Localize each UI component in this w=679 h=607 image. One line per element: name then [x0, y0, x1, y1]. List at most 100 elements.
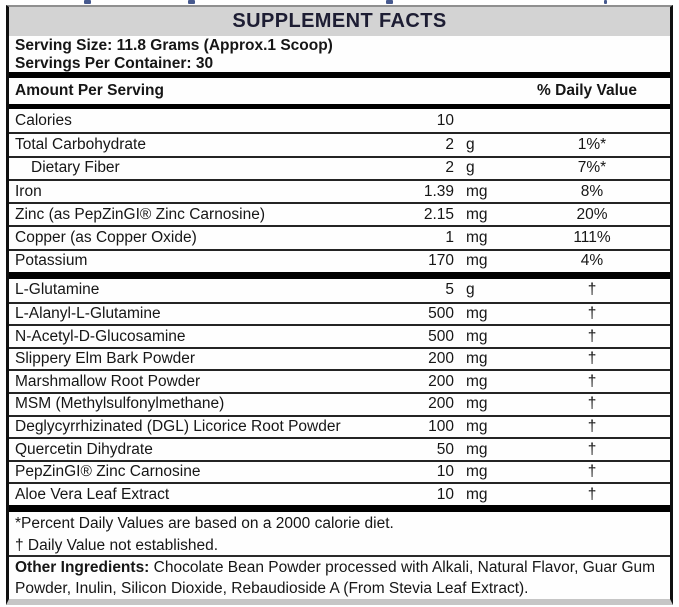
section-divider-bar — [9, 505, 670, 513]
table-row: Iron 1.39 mg 8% — [9, 178, 670, 202]
ingredient-unit: mg — [466, 417, 488, 435]
ingredient-amount: 2 — [445, 135, 454, 153]
table-row: Total Carbohydrate 2 g 1%* — [9, 132, 670, 155]
ingredient-unit: mg — [466, 485, 488, 503]
ingredient-amount: 5 — [445, 281, 454, 299]
cropped-text-fragment — [604, 0, 607, 4]
section-divider-bar — [9, 272, 670, 280]
table-row: MSM (Methylsulfonylmethane) 200 mg † — [9, 392, 670, 415]
cropped-text-fragment — [188, 0, 195, 4]
ingredient-unit: mg — [466, 252, 488, 270]
table-row: Quercetin Dihydrate 50 mg † — [9, 437, 670, 460]
table-row: Calories 10 — [9, 109, 670, 132]
ingredient-name: L-Alanyl-L-Glutamine — [15, 304, 161, 322]
ingredient-name: Dietary Fiber — [31, 159, 120, 177]
ingredient-name: Total Carbohydrate — [15, 135, 146, 153]
ingredient-unit: mg — [466, 182, 488, 200]
footnotes: *Percent Daily Values are based on a 200… — [9, 512, 670, 558]
amount-per-serving-header: Amount Per Serving — [15, 82, 164, 99]
dagger-footnote: † Daily Value not established. — [15, 536, 219, 554]
ingredient-amount: 10 — [436, 111, 454, 129]
ingredient-daily-value: † — [587, 417, 597, 435]
ingredient-daily-value: † — [587, 463, 597, 481]
ingredient-daily-value: † — [587, 395, 597, 413]
serving-info: Serving Size: 11.8 Grams (Approx.1 Scoop… — [9, 36, 670, 72]
other-ingredients-text: Chocolate Bean Powder processed with Alk… — [15, 559, 656, 597]
ingredient-daily-value: † — [587, 372, 597, 390]
ingredient-amount: 10 — [436, 463, 454, 481]
servings-per-container-line: Servings Per Container: 30 — [15, 54, 214, 72]
ingredient-amount: 170 — [428, 252, 454, 270]
ingredient-name: Potassium — [15, 252, 88, 270]
table-row: N-Acetyl-D-Glucosamine 500 mg † — [9, 324, 670, 347]
ingredient-unit: mg — [466, 440, 488, 458]
ingredient-unit: g — [466, 281, 475, 299]
ingredient-name: Slippery Elm Bark Powder — [15, 350, 196, 368]
cropped-text-fragment — [386, 0, 393, 4]
ingredient-name: Quercetin Dihydrate — [15, 440, 153, 458]
ingredient-amount: 200 — [428, 372, 454, 390]
ingredient-amount: 200 — [428, 350, 454, 368]
table-row: Zinc (as PepZinGI® Zinc Carnosine) 2.15 … — [9, 202, 670, 225]
ingredient-name: L-Glutamine — [15, 281, 100, 299]
ingredient-daily-value: 4% — [580, 252, 604, 270]
ingredient-unit: g — [466, 135, 475, 153]
ingredient-amount: 100 — [428, 417, 454, 435]
ingredient-daily-value: † — [587, 350, 597, 368]
ingredient-amount: 1.39 — [423, 182, 454, 200]
ingredient-unit: mg — [466, 463, 488, 481]
ingredient-daily-value: † — [587, 485, 597, 503]
ingredient-amount: 1 — [445, 229, 454, 247]
ingredient-daily-value: 1%* — [577, 135, 607, 153]
ingredient-name: N-Acetyl-D-Glucosamine — [15, 327, 186, 345]
percent-dv-footnote: *Percent Daily Values are based on a 200… — [15, 515, 394, 533]
ingredient-name: Copper (as Copper Oxide) — [15, 229, 197, 247]
ingredient-daily-value: 8% — [580, 182, 604, 200]
cropped-text-fragment — [84, 0, 91, 4]
other-ingredients-label: Other Ingredients: — [15, 559, 150, 577]
proprietary-ingredients-section: L-Glutamine 5 g † L-Alanyl-L-Glutamine 5… — [9, 279, 670, 505]
ingredient-name: Zinc (as PepZinGI® Zinc Carnosine) — [15, 205, 266, 223]
table-row: Marshmallow Root Powder 200 mg † — [9, 369, 670, 392]
ingredient-daily-value: † — [587, 304, 597, 322]
ingredient-unit: mg — [466, 327, 488, 345]
ingredient-amount: 2.15 — [423, 205, 454, 223]
daily-value-header: % Daily Value — [537, 82, 637, 99]
table-row: Copper (as Copper Oxide) 1 mg 111% — [9, 225, 670, 248]
ingredient-name: Iron — [15, 182, 42, 200]
ingredient-name: Marshmallow Root Powder — [15, 372, 201, 390]
ingredient-unit: g — [466, 159, 475, 177]
table-row: Dietary Fiber 2 g 7%* — [9, 155, 670, 179]
ingredient-amount: 2 — [445, 159, 454, 177]
column-header-row: Amount Per Serving % Daily Value — [9, 78, 670, 104]
nutrients-section: Calories 10 Total Carbohydrate 2 g 1%* D… — [9, 109, 670, 272]
ingredient-daily-value: † — [587, 440, 597, 458]
table-row: Slippery Elm Bark Powder 200 mg † — [9, 346, 670, 370]
ingredient-daily-value: 111% — [573, 229, 611, 247]
ingredient-name: PepZinGI® Zinc Carnosine — [15, 463, 201, 481]
ingredient-amount: 500 — [428, 304, 454, 322]
cropped-text-fragments — [0, 0, 679, 5]
ingredient-unit: mg — [466, 229, 488, 247]
ingredient-unit: mg — [466, 350, 488, 368]
table-row: L-Alanyl-L-Glutamine 500 mg † — [9, 301, 670, 325]
ingredient-amount: 500 — [428, 327, 454, 345]
serving-size-line: Serving Size: 11.8 Grams (Approx.1 Scoop… — [15, 37, 333, 54]
ingredient-name: MSM (Methylsulfonylmethane) — [15, 395, 225, 413]
ingredient-name: Aloe Vera Leaf Extract — [15, 485, 170, 503]
ingredient-unit: mg — [466, 372, 488, 390]
ingredient-amount: 200 — [428, 395, 454, 413]
ingredient-daily-value: † — [587, 327, 597, 345]
ingredient-name: Deglycyrrhizinated (DGL) Licorice Root P… — [15, 417, 341, 435]
other-ingredients: Other Ingredients: Chocolate Bean Powder… — [9, 557, 670, 599]
section-divider-bar — [9, 104, 670, 109]
table-row: Potassium 170 mg 4% — [9, 248, 670, 272]
ingredient-name: Calories — [15, 111, 72, 129]
ingredient-unit: mg — [466, 304, 488, 322]
ingredient-daily-value: 7%* — [577, 159, 607, 177]
ingredient-daily-value: † — [587, 281, 597, 299]
ingredient-amount: 10 — [436, 485, 454, 503]
table-row: Deglycyrrhizinated (DGL) Licorice Root P… — [9, 414, 670, 438]
ingredient-unit: mg — [466, 395, 488, 413]
ingredient-daily-value: 20% — [576, 205, 608, 223]
